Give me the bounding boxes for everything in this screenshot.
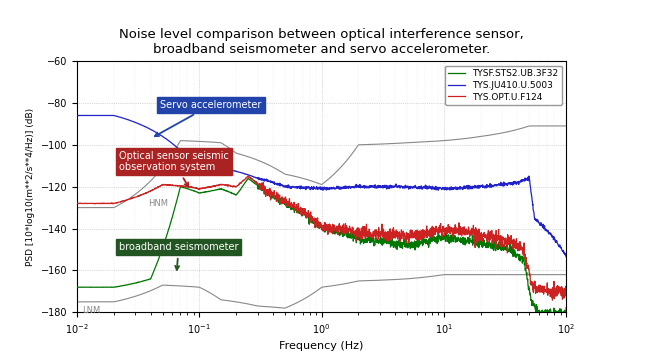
TYSF.STS2.UB.3F32: [311, 220, 319, 224]
Line: TYS.OPT.U.F124: TYS.OPT.U.F124: [77, 176, 566, 300]
TYSF.STS2.UB.3F32: [549, 315, 557, 319]
TYS.OPT.U.F124: [244, 174, 252, 178]
TYS.JU410.U.5003: [311, 187, 319, 191]
TYS.OPT.U.F124: [548, 294, 556, 298]
Title: Noise level comparison between optical interference sensor,
broadband seismomete: Noise level comparison between optical i…: [119, 28, 524, 56]
TYSF.STS2.UB.3F32: [98, 285, 106, 289]
TYS.JU410.U.5003: [458, 187, 466, 192]
TYS.OPT.U.F124: [562, 294, 570, 298]
Text: Servo accelerometer: Servo accelerometer: [155, 100, 262, 136]
X-axis label: Frequency (Hz): Frequency (Hz): [279, 341, 364, 351]
Text: Optical sensor seismic
observation system: Optical sensor seismic observation syste…: [119, 151, 228, 187]
TYS.JU410.U.5003: [548, 235, 556, 239]
TYSF.STS2.UB.3F32: [541, 317, 549, 321]
Line: TYSF.STS2.UB.3F32: TYSF.STS2.UB.3F32: [77, 178, 566, 319]
TYSF.STS2.UB.3F32: [73, 285, 81, 289]
Y-axis label: PSD [10*log10(m**2/s**4/Hz)] (dB): PSD [10*log10(m**2/s**4/Hz)] (dB): [26, 108, 35, 266]
TYSF.STS2.UB.3F32: [562, 306, 570, 310]
TYS.OPT.U.F124: [311, 225, 319, 230]
TYS.JU410.U.5003: [73, 113, 81, 118]
TYSF.STS2.UB.3F32: [298, 211, 306, 216]
TYS.OPT.U.F124: [548, 287, 556, 292]
TYSF.STS2.UB.3F32: [458, 240, 466, 244]
TYS.JU410.U.5003: [298, 186, 306, 190]
TYS.JU410.U.5003: [562, 255, 570, 259]
TYS.OPT.U.F124: [98, 201, 106, 206]
TYS.JU410.U.5003: [108, 113, 116, 117]
TYS.OPT.U.F124: [73, 201, 81, 206]
Text: LNM: LNM: [82, 306, 100, 315]
TYS.OPT.U.F124: [298, 210, 306, 214]
Text: HNM: HNM: [148, 199, 168, 208]
TYS.JU410.U.5003: [98, 113, 106, 118]
TYSF.STS2.UB.3F32: [548, 313, 556, 317]
TYS.OPT.U.F124: [458, 229, 466, 234]
Line: TYS.JU410.U.5003: TYS.JU410.U.5003: [77, 115, 566, 257]
Legend: TYSF.STS2.UB.3F32, TYS.JU410.U.5003, TYS.OPT.U.F124: TYSF.STS2.UB.3F32, TYS.JU410.U.5003, TYS…: [445, 66, 561, 105]
Text: broadband seismometer: broadband seismometer: [119, 242, 239, 270]
TYS.JU410.U.5003: [548, 234, 556, 239]
TYS.OPT.U.F124: [549, 298, 557, 302]
TYSF.STS2.UB.3F32: [245, 176, 253, 181]
